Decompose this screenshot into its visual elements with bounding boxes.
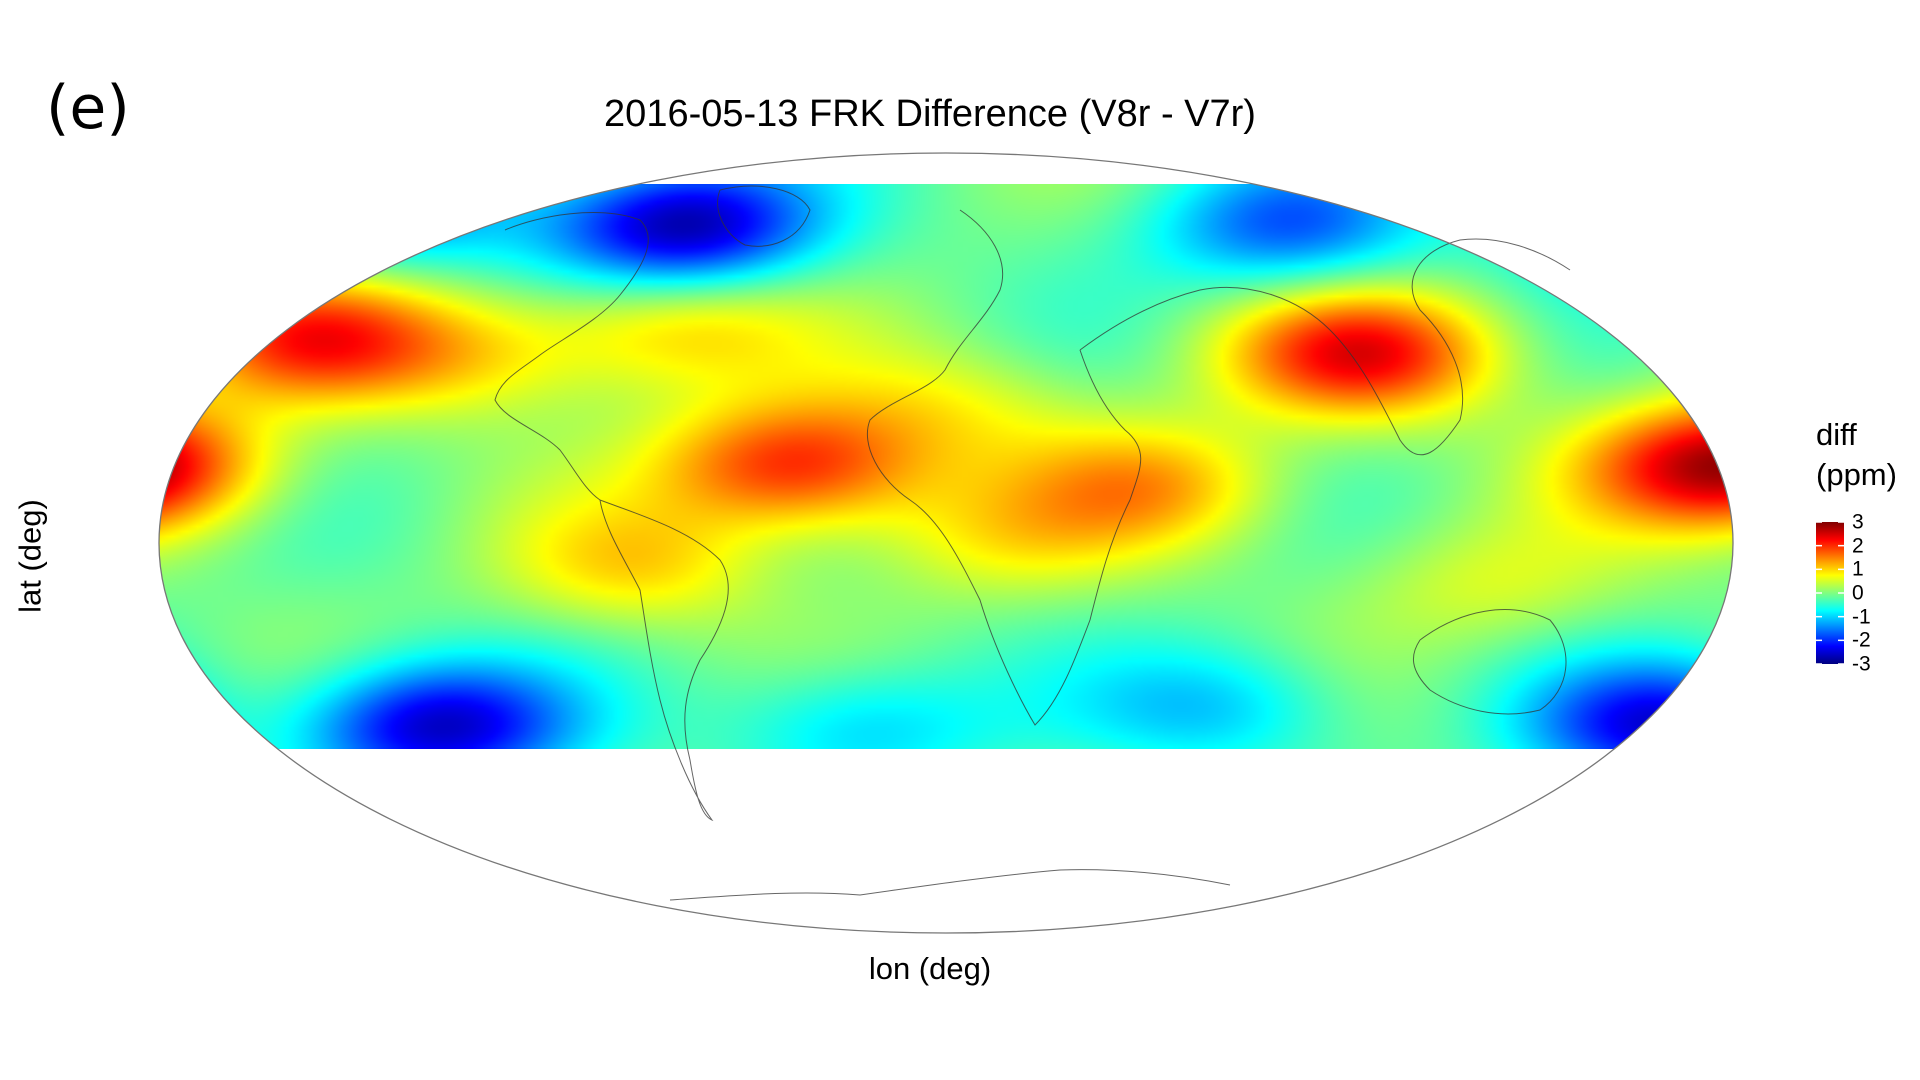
south-america-coast [599, 499, 729, 822]
legend-tick-label: -2 [1852, 628, 1871, 652]
asia-coast [1079, 238, 1571, 456]
coastlines [494, 185, 1571, 901]
legend-tick-label: -1 [1852, 605, 1871, 629]
antarctica-coast [669, 869, 1231, 901]
map-outline [158, 152, 1734, 934]
australia-coast [1412, 609, 1567, 715]
legend-tick-marks [1816, 522, 1844, 664]
difference-field [159, 184, 1733, 749]
panel-label: (e) [46, 73, 130, 143]
legend-tick-label: 1 [1852, 557, 1864, 581]
legend-tick-label: -3 [1852, 652, 1871, 676]
legend-tick-label: 2 [1852, 534, 1864, 558]
legend-tick-label: 3 [1852, 510, 1864, 534]
europe-africa-coast [866, 209, 1142, 726]
chart-title: 2016-05-13 FRK Difference (V8r - V7r) [604, 93, 1256, 135]
greenland-coast [717, 185, 811, 247]
legend-tick-label: 0 [1852, 581, 1864, 605]
map-field-group [159, 184, 1733, 749]
legend-title-line1: diff [1816, 417, 1857, 452]
legend-title: diff (ppm) [1816, 415, 1897, 495]
legend-title-line2: (ppm) [1816, 457, 1897, 492]
x-axis-label: lon (deg) [868, 951, 992, 986]
north-america-coast [494, 212, 649, 501]
